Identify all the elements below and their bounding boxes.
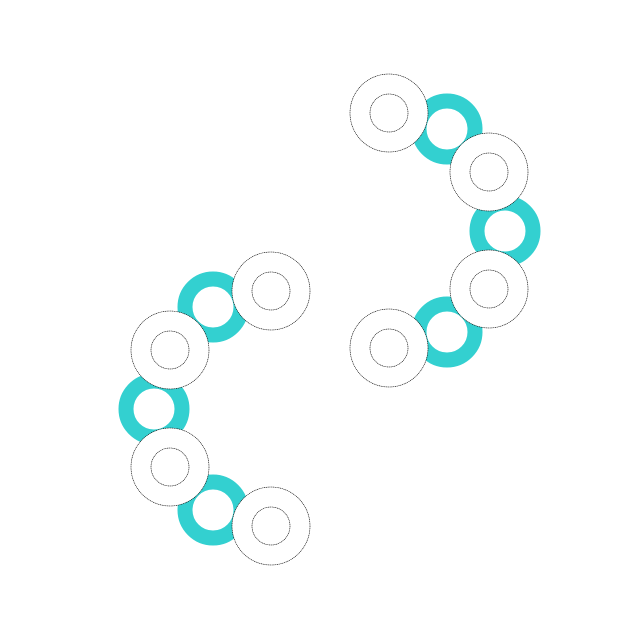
white-ring bbox=[449, 249, 529, 329]
white-ring bbox=[231, 486, 311, 566]
white-ring bbox=[130, 427, 210, 507]
white-ring bbox=[349, 73, 429, 153]
left-bracket-arc bbox=[118, 251, 311, 566]
white-ring bbox=[349, 308, 429, 388]
white-ring bbox=[449, 132, 529, 212]
white-ring bbox=[130, 310, 210, 390]
white-ring bbox=[231, 251, 311, 331]
right-bracket-arc bbox=[349, 73, 541, 388]
